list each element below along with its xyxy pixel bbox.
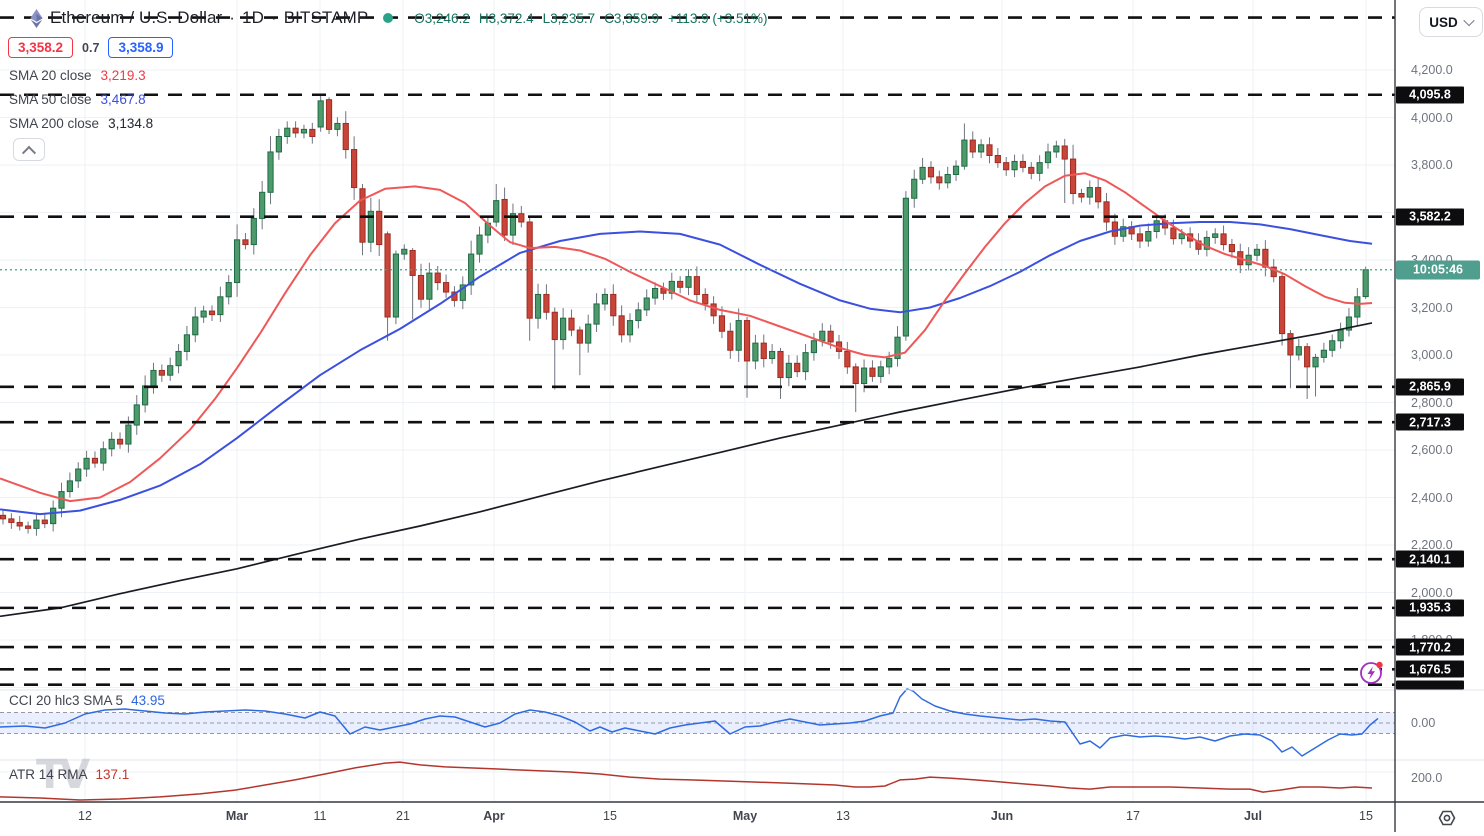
legend-atr[interactable]: ATR 14 RMA 137.1 <box>9 767 129 782</box>
price-tick: 4,200.0 <box>1411 63 1453 77</box>
level-price-label-clipped <box>1396 680 1464 690</box>
level-price-label: 4,095.8 <box>1396 86 1464 104</box>
cci-label[interactable]: CCI 20 hlc3 SMA 5 <box>9 693 124 708</box>
legend-cci[interactable]: CCI 20 hlc3 SMA 5 43.95 <box>9 693 165 708</box>
price-tick: 4,000.0 <box>1411 110 1453 125</box>
price-tick: 2,400.0 <box>1411 490 1453 505</box>
ohlc-close: C3,359.9 <box>604 10 659 26</box>
time-tick-day: 15 <box>1359 809 1373 823</box>
level-price-label: 3,582.2 <box>1396 208 1464 226</box>
exchange-label[interactable]: BITSTAMP <box>283 8 369 27</box>
ask-price-button[interactable]: 3,358.9 <box>108 37 174 58</box>
atr-value: 137.1 <box>95 767 130 782</box>
chevron-down-icon <box>1463 14 1475 27</box>
price-tick: 2,600.0 <box>1411 443 1453 457</box>
level-price-label: 1,935.3 <box>1396 599 1464 617</box>
price-tick: 3,800.0 <box>1411 158 1453 172</box>
level-price-label: 2,140.1 <box>1396 550 1464 568</box>
chevron-up-icon <box>21 145 37 160</box>
currency-label: USD <box>1429 14 1458 30</box>
session-settings-icon[interactable] <box>1437 808 1457 828</box>
sma20-label[interactable]: SMA 20 close <box>9 67 92 83</box>
currency-select-button[interactable]: USD <box>1419 7 1483 37</box>
price-tick: 3,000.0 <box>1411 348 1453 362</box>
lightning-icon <box>1360 661 1383 684</box>
level-price-label: 1,676.5 <box>1396 660 1464 678</box>
time-tick-month: Mar <box>225 809 249 823</box>
market-status-dot[interactable] <box>383 13 394 23</box>
collapse-legend-button[interactable] <box>13 138 45 161</box>
atr-label[interactable]: ATR 14 RMA <box>9 767 88 782</box>
sma50-label[interactable]: SMA 50 close <box>9 91 92 107</box>
time-tick-month: Jul <box>1243 809 1263 823</box>
symbol-title[interactable]: Ethereum / U.S. Dollar <box>50 8 223 27</box>
interval-label[interactable]: 1D <box>242 8 264 27</box>
symbol-legend[interactable]: Ethereum / U.S. Dollar · 1D · BITSTAMP O… <box>30 7 768 29</box>
level-price-label: 2,717.3 <box>1396 413 1464 431</box>
level-price-label: 1,770.2 <box>1396 638 1464 656</box>
time-tick-day: 17 <box>1126 809 1140 823</box>
time-tick-day: 13 <box>836 809 850 823</box>
sma50-value: 3,467.8 <box>100 91 146 107</box>
legend-sma200[interactable]: SMA 200 close 3,134.8 <box>9 113 153 133</box>
bid-price-button[interactable]: 3,358.2 <box>8 37 74 58</box>
ohlc-low: L3,235.7 <box>542 10 596 26</box>
bar-countdown-label: 10:05:46 <box>1396 260 1480 280</box>
ohlc-change: +113.9 (+3.51%) <box>667 10 768 26</box>
ohlc-high: H3,372.4 <box>478 10 534 26</box>
time-tick-day: 21 <box>396 809 410 823</box>
sma200-value: 3,134.8 <box>108 115 154 131</box>
atr-axis-tick: 200.0 <box>1411 771 1443 785</box>
level-price-label: 2,865.9 <box>1396 378 1464 396</box>
time-tick-day: 11 <box>313 809 327 823</box>
price-tick: 2,200.0 <box>1411 538 1453 552</box>
flash-alert-button[interactable] <box>1358 658 1386 686</box>
sma200-label[interactable]: SMA 200 close <box>9 115 100 131</box>
sma20-value: 3,219.3 <box>100 67 146 83</box>
time-tick-month: Jun <box>990 809 1014 823</box>
legend-sma20[interactable]: SMA 20 close 3,219.3 <box>9 65 146 85</box>
cci-axis-tick: 0.00 <box>1411 716 1436 730</box>
legend-sma50[interactable]: SMA 50 close 3,467.8 <box>9 89 146 109</box>
separator: · <box>229 8 236 27</box>
price-tick: 2,800.0 <box>1411 395 1453 410</box>
quote-row: 3,358.2 0.7 3,358.9 <box>8 37 174 58</box>
time-tick-month: May <box>732 809 758 823</box>
tradingview-watermark: TV <box>36 752 90 798</box>
separator: · <box>270 8 277 27</box>
ohlc-values: O3,246.2 H3,372.4 L3,235.7 C3,359.9 +113… <box>414 11 767 26</box>
time-tick-day: 12 <box>78 809 92 823</box>
ohlc-open: O3,246.2 <box>414 10 470 26</box>
time-tick-month: Apr <box>483 809 505 823</box>
price-tick: 3,200.0 <box>1411 300 1453 315</box>
spread-value: 0.7 <box>82 40 100 55</box>
ethereum-icon <box>30 8 43 28</box>
price-tick: 2,000.0 <box>1411 585 1453 600</box>
cci-value: 43.95 <box>131 693 165 708</box>
time-tick-day: 15 <box>603 809 617 823</box>
